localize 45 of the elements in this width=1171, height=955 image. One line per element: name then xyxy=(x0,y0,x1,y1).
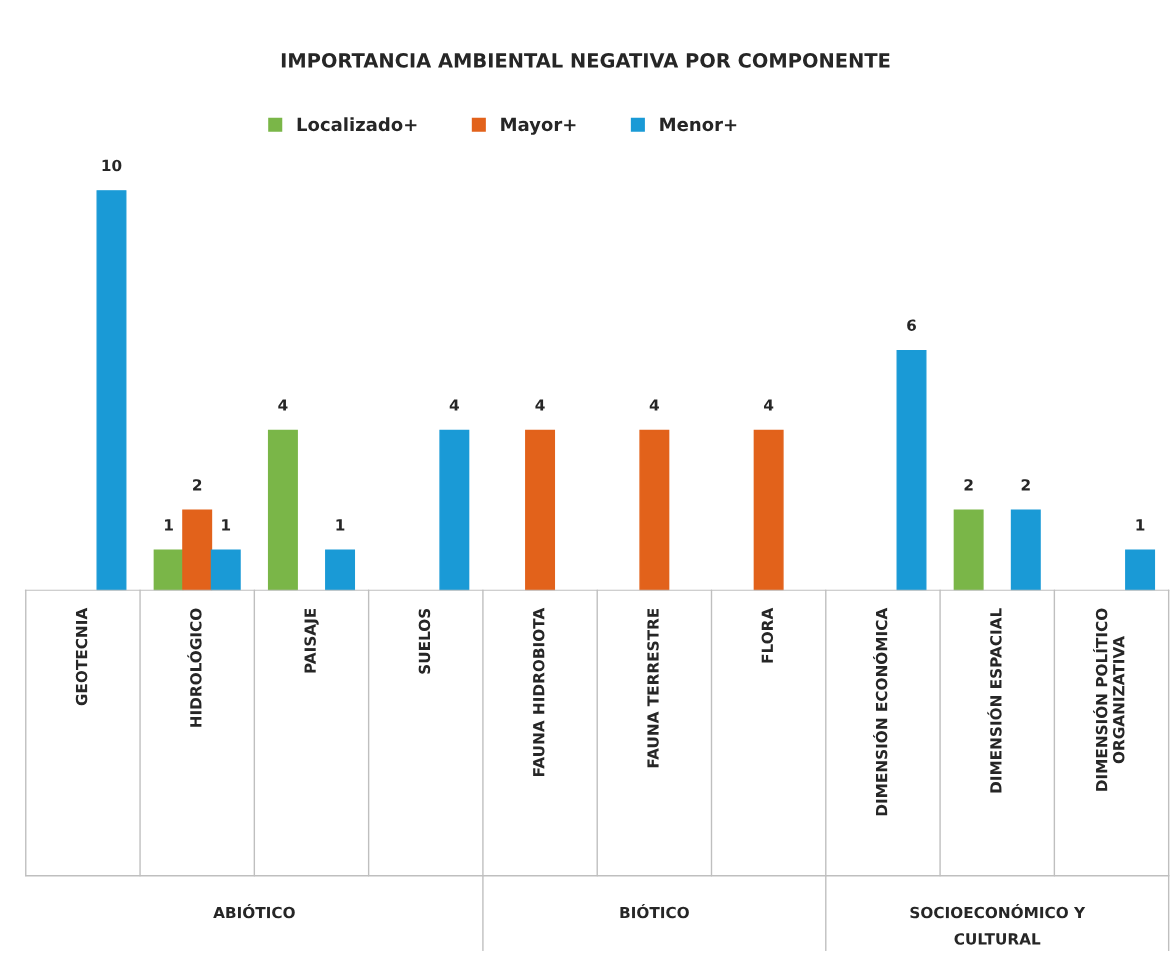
data-label: 1 xyxy=(165,519,173,531)
data-label: 4 xyxy=(649,399,659,411)
data-label: 2 xyxy=(193,479,202,491)
data-label: 10 xyxy=(102,159,122,172)
bar xyxy=(639,429,670,591)
x-tick-label: FAUNA HIDROBIOTA xyxy=(532,607,545,776)
bar xyxy=(153,549,184,591)
data-label: 1 xyxy=(222,519,231,531)
data-label: 2 xyxy=(964,479,973,491)
data-label: 4 xyxy=(764,399,774,411)
bar xyxy=(753,429,784,591)
bar xyxy=(182,509,213,591)
bar xyxy=(1125,549,1156,591)
data-label: 2 xyxy=(1021,479,1030,491)
bar xyxy=(325,549,356,591)
legend-label: Mayor+ xyxy=(501,117,576,135)
x-tick-label: GEOTECNIA xyxy=(75,607,88,706)
x-tick-label: FAUNA TERRESTRE xyxy=(647,608,659,768)
x-tick-label: SUELOS xyxy=(418,608,431,674)
x-tick-label: FLORA xyxy=(761,607,774,663)
legend-label: Localizado+ xyxy=(297,117,417,132)
bar xyxy=(210,549,241,591)
bar xyxy=(1010,509,1041,591)
chart-title: IMPORTANCIA AMBIENTAL NEGATIVA POR COMPONENTE xyxy=(281,53,890,68)
data-label: 1 xyxy=(336,519,345,531)
text: BIÓTICO xyxy=(620,903,689,919)
x-tick-label: DIMENSIÓN ESPACIAL xyxy=(987,608,1002,793)
legend-label: Menor+ xyxy=(660,117,737,132)
bar xyxy=(267,429,298,591)
x-tick-label: HIDROLÓGICO xyxy=(187,608,202,727)
bar xyxy=(96,190,127,591)
bar xyxy=(896,349,927,591)
x-tick-label: DIMENSIÓN POLÍTICO ORGANIZATIVA xyxy=(1093,608,1125,791)
text: ABIÓTICO xyxy=(213,903,295,919)
x-tick-label: DIMENSIÓN ECONÓMICA xyxy=(873,607,888,816)
bar xyxy=(953,509,984,591)
bar xyxy=(525,429,556,591)
data-label: 1 xyxy=(1136,519,1145,531)
data-label: 6 xyxy=(907,319,916,331)
data-label: 4 xyxy=(278,399,288,411)
bar xyxy=(439,429,470,591)
text: SOCIOECONÓMICO Y CULTURAL xyxy=(910,903,1086,945)
x-tick-label: PAISAJE xyxy=(304,608,319,673)
data-label: 4 xyxy=(535,399,545,411)
data-label: 4 xyxy=(449,399,459,411)
